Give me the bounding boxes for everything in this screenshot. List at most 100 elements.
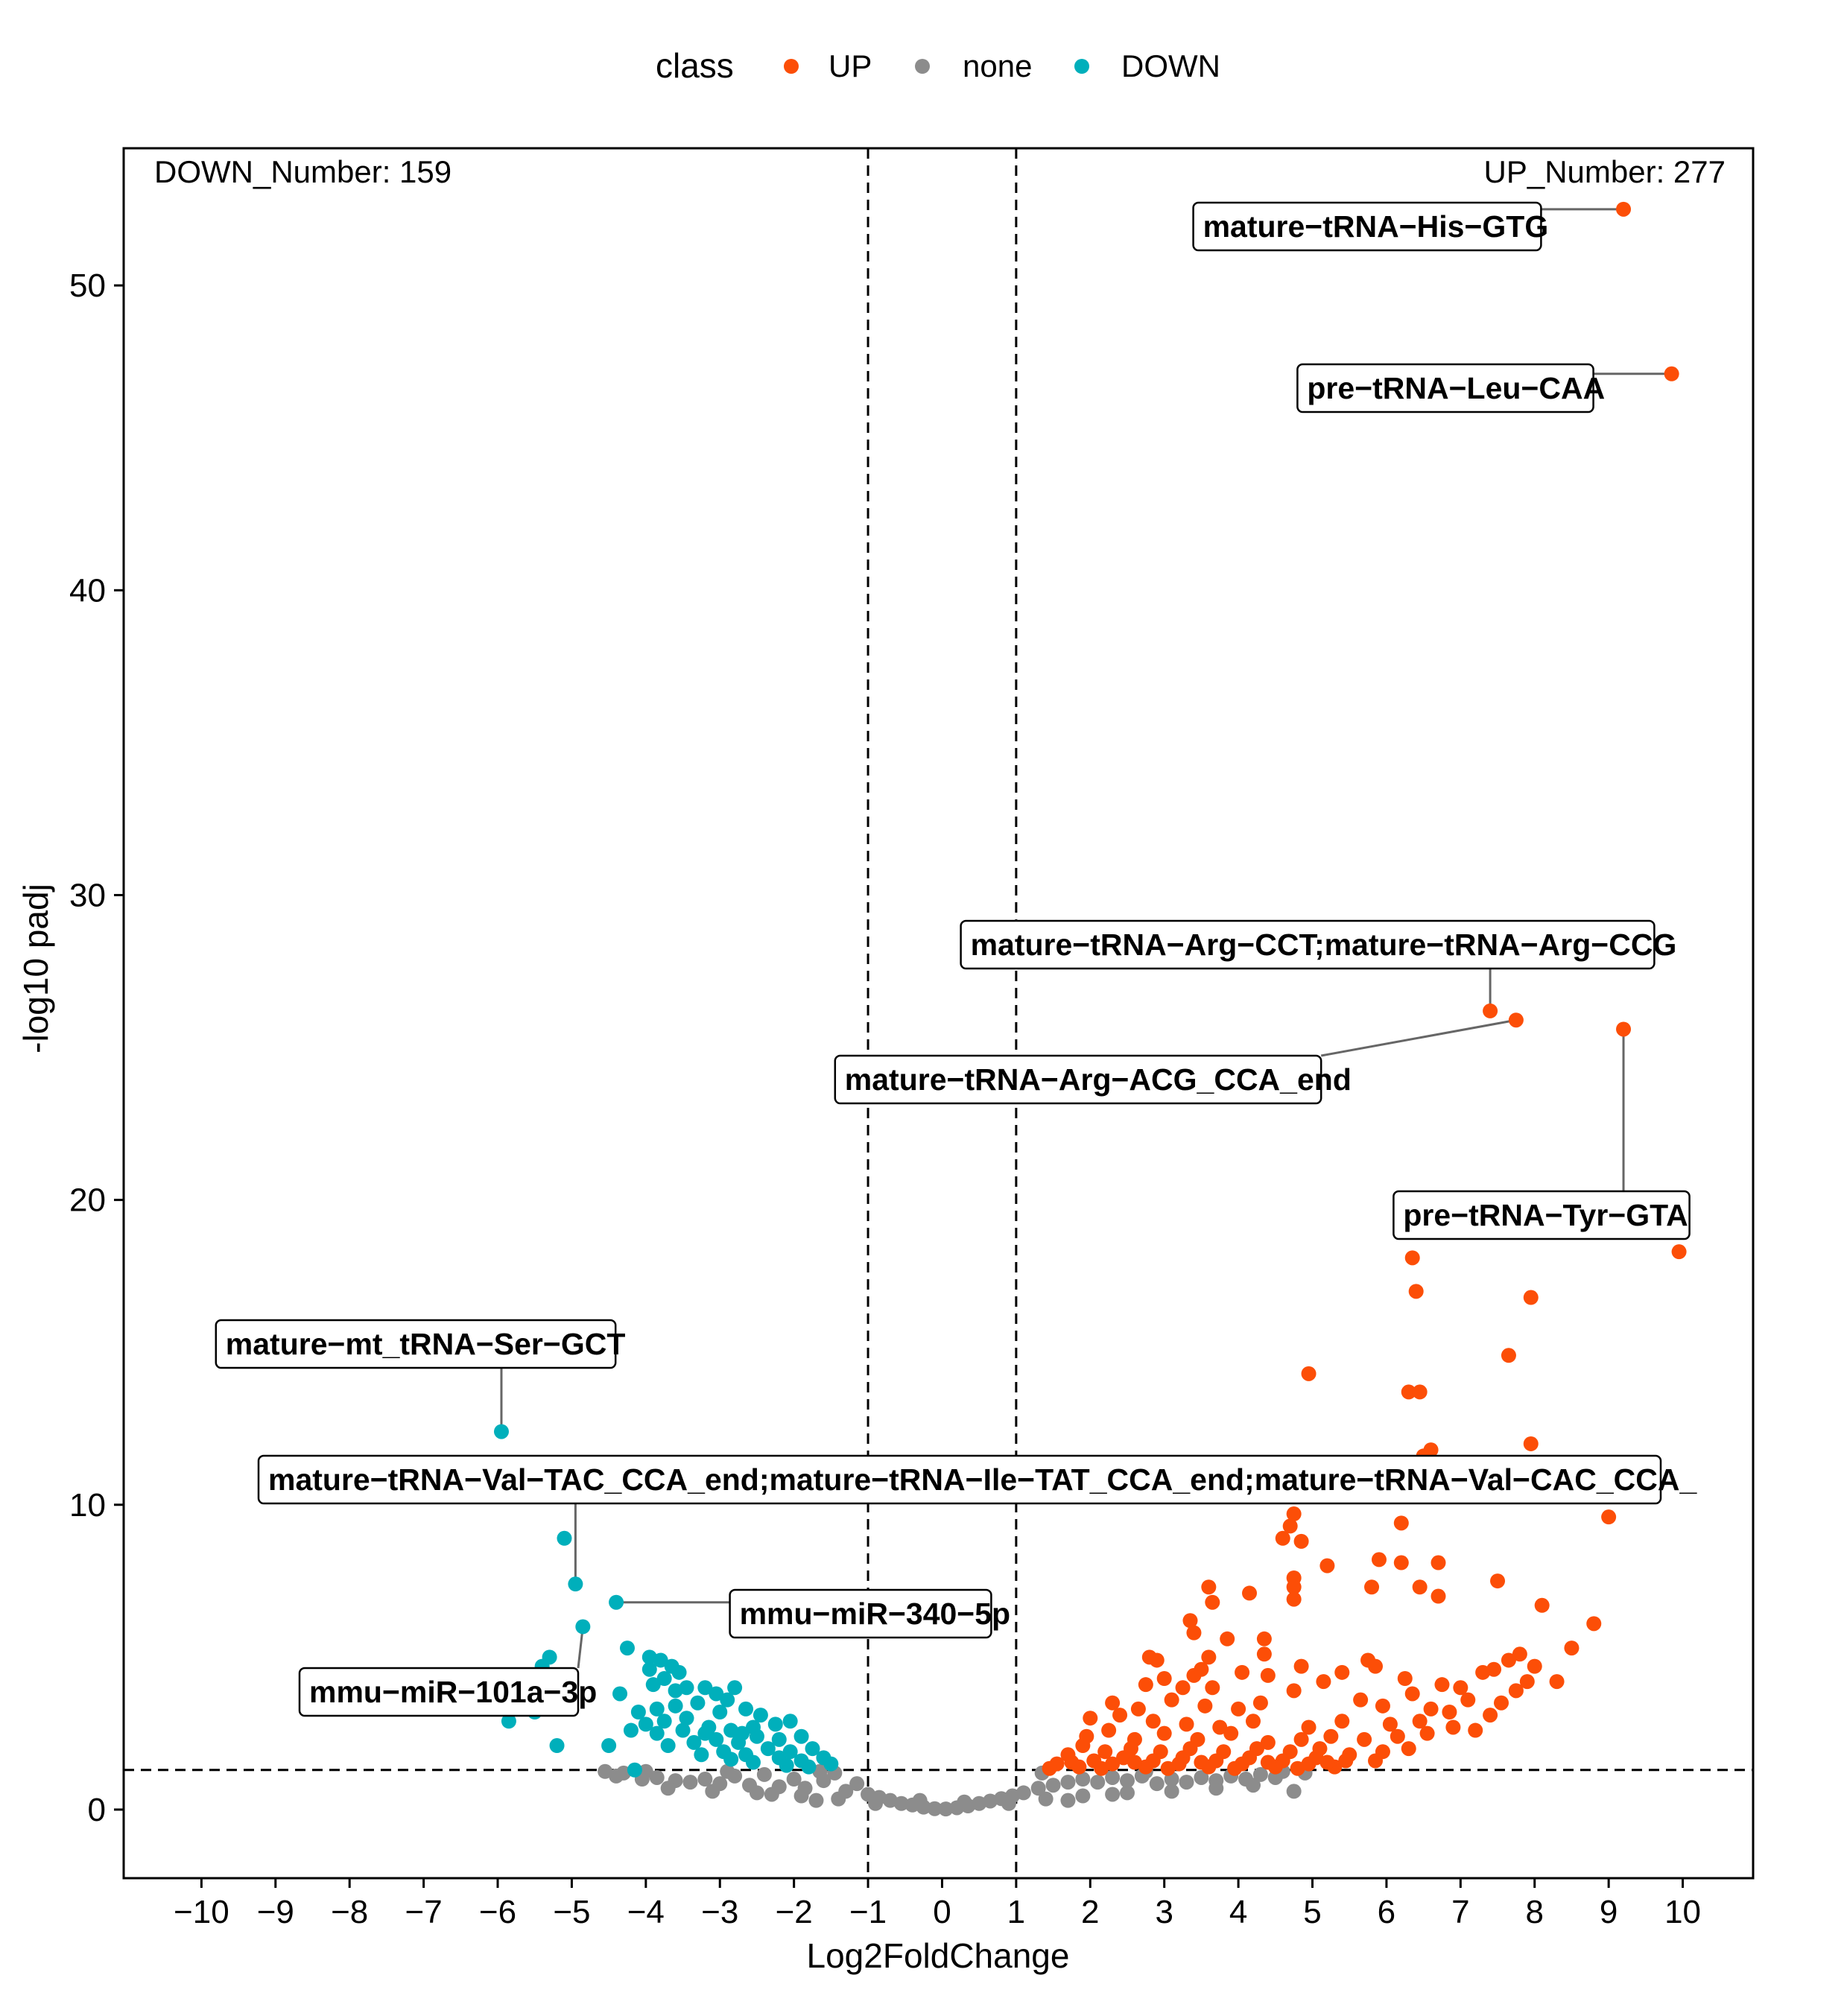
y-axis: 0 10 20 30 40 50 — [69, 267, 124, 1828]
point-up — [1393, 1515, 1409, 1531]
point-up — [1664, 366, 1679, 381]
point-none — [793, 1788, 809, 1804]
point-none — [682, 1775, 698, 1790]
point-up — [1364, 1579, 1380, 1595]
callout-label: pre−tRNA−Tyr−GTA — [1403, 1198, 1688, 1232]
point-down — [668, 1698, 683, 1714]
point-up — [1442, 1705, 1457, 1720]
point-up — [1353, 1692, 1369, 1708]
y-axis-title: -log10 padj — [16, 884, 55, 1053]
down-count-text: DOWN_Number: 159 — [154, 154, 452, 189]
point-up — [1064, 1755, 1080, 1770]
legend-down-label: DOWN — [1121, 48, 1220, 83]
legend-none-label: none — [963, 48, 1032, 83]
point-none — [927, 1801, 942, 1816]
point-up — [1212, 1719, 1228, 1735]
point-up — [1368, 1658, 1384, 1674]
point-up — [1101, 1722, 1117, 1738]
point-none — [1038, 1791, 1054, 1807]
point-up — [1252, 1695, 1268, 1711]
point-down — [668, 1683, 683, 1699]
point-up — [1508, 1012, 1524, 1028]
point-none — [786, 1772, 802, 1787]
x-tick-label: 9 — [1600, 1894, 1618, 1930]
point-up — [1490, 1573, 1506, 1589]
point-down — [557, 1530, 572, 1546]
y-tick-label: 10 — [69, 1487, 106, 1524]
point-down — [723, 1752, 739, 1767]
point-down — [771, 1731, 787, 1747]
callout-box — [257, 1454, 1662, 1505]
point-down — [619, 1641, 635, 1656]
point-down — [609, 1594, 624, 1610]
legend: class UP none DOWN — [656, 46, 1220, 85]
plot-panel: mature−tRNA−His−GTG pre−tRNA−Leu−CAA matur… — [122, 147, 1755, 1880]
point-none — [1119, 1773, 1135, 1789]
point-up — [1182, 1613, 1198, 1629]
point-none — [638, 1763, 653, 1779]
point-none — [912, 1792, 928, 1808]
point-up — [1419, 1725, 1435, 1741]
point-up — [1357, 1731, 1372, 1747]
y-tick-label: 30 — [69, 877, 106, 913]
point-none — [1245, 1778, 1261, 1793]
point-up — [1156, 1725, 1172, 1741]
point-up — [1256, 1646, 1272, 1662]
point-up — [1256, 1631, 1272, 1646]
point-up — [1197, 1698, 1213, 1714]
point-up — [1412, 1384, 1428, 1400]
panel-border — [122, 147, 1755, 1880]
point-none — [660, 1781, 676, 1796]
point-up — [1156, 1670, 1172, 1686]
point-down — [493, 1424, 509, 1439]
point-down — [627, 1762, 642, 1778]
point-up — [1179, 1717, 1194, 1732]
point-up — [1175, 1680, 1191, 1696]
x-tick-label: −2 — [776, 1894, 813, 1930]
point-up — [1293, 1658, 1309, 1674]
point-down — [656, 1670, 672, 1686]
point-down — [735, 1725, 750, 1741]
point-down — [630, 1705, 646, 1720]
callout-box — [298, 1667, 580, 1717]
point-up — [1404, 1250, 1420, 1266]
point-up — [1404, 1686, 1420, 1702]
x-tick-label: −7 — [405, 1894, 443, 1930]
point-up — [1601, 1509, 1617, 1525]
point-down — [575, 1619, 591, 1635]
point-up — [1616, 1021, 1632, 1037]
point-up — [1375, 1698, 1390, 1714]
point-up — [1260, 1734, 1276, 1750]
point-down — [753, 1708, 768, 1723]
point-up — [1097, 1744, 1113, 1760]
point-down — [697, 1680, 713, 1696]
point-up — [1445, 1719, 1461, 1735]
point-up — [1160, 1760, 1176, 1776]
point-down — [656, 1714, 672, 1729]
point-none — [1208, 1781, 1224, 1796]
point-up — [1323, 1728, 1339, 1744]
x-tick-label: −10 — [174, 1894, 229, 1930]
point-down — [649, 1701, 665, 1717]
point-down — [645, 1677, 661, 1693]
point-up — [1401, 1741, 1416, 1757]
point-none — [1179, 1775, 1194, 1790]
point-none — [1060, 1792, 1076, 1808]
point-none — [749, 1785, 764, 1801]
point-up — [1508, 1683, 1524, 1699]
point-up — [1094, 1760, 1109, 1776]
callout-connector — [1320, 1018, 1517, 1057]
point-down — [782, 1714, 798, 1729]
x-tick-label: −9 — [257, 1894, 294, 1930]
point-none — [1090, 1775, 1106, 1790]
point-up — [1145, 1714, 1161, 1729]
point-none — [1075, 1788, 1091, 1804]
point-none — [1001, 1795, 1016, 1811]
point-down — [686, 1734, 702, 1750]
point-none — [808, 1792, 824, 1808]
point-up — [1430, 1555, 1446, 1570]
callout-box — [1296, 363, 1594, 413]
point-down — [601, 1738, 617, 1754]
point-none — [1286, 1784, 1302, 1799]
